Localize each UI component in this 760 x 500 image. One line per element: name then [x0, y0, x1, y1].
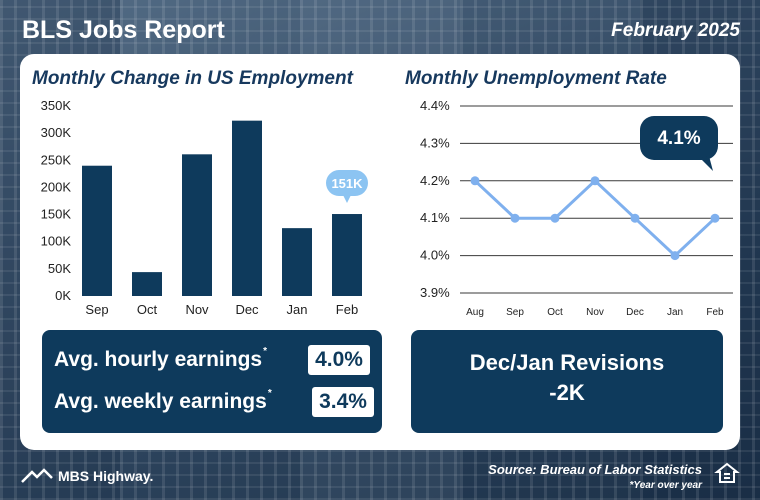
employment-bar	[332, 214, 362, 296]
unemployment-chart-title: Monthly Unemployment Rate	[405, 68, 667, 89]
employment-bar	[232, 120, 262, 297]
x-tick-label: Dec	[235, 302, 259, 317]
y-tick-label: 150K	[41, 207, 72, 222]
callout-pointer	[700, 156, 713, 171]
x-tick-label: Oct	[137, 302, 158, 317]
unemployment-line-chart: 3.9% 4.0% 4.1% 4.2% 4.3% 4.4% Aug Sep Oct Nov Dec J…	[420, 98, 733, 318]
x-tick-label: Oct	[547, 307, 563, 318]
report-title: BLS Jobs Report	[22, 16, 225, 44]
hourly-earnings-row: Avg. hourly earnings*	[54, 344, 267, 376]
unemployment-point	[630, 213, 640, 223]
x-tick-label: Nov	[586, 307, 604, 318]
x-tick-label: Feb	[336, 302, 358, 317]
revisions-panel: Dec/Jan Revisions -2K	[411, 330, 723, 433]
x-tick-label: Sep	[506, 307, 524, 318]
unemployment-point	[470, 176, 480, 186]
unemployment-callout: 4.1%	[640, 116, 718, 171]
y-tick-label: 200K	[41, 179, 72, 194]
y-tick-label: 3.9%	[420, 285, 450, 300]
y-tick-label: 350K	[41, 98, 72, 113]
weekly-earnings-label: Avg. weekly earnings*	[54, 388, 272, 413]
y-tick-label: 100K	[41, 234, 72, 249]
weekly-earnings-value: 3.4%	[312, 387, 374, 417]
employment-callout: 151K	[326, 170, 368, 204]
y-tick-label: 4.0%	[420, 248, 450, 263]
revisions-value: -2K	[549, 380, 585, 405]
earnings-panel: Avg. hourly earnings* 4.0% Avg. weekly e…	[42, 330, 382, 433]
brand-name: MBS Highway.	[58, 468, 154, 484]
unemployment-point	[710, 213, 720, 223]
employment-bar	[182, 154, 212, 296]
weekly-earnings-row: Avg. weekly earnings*	[54, 386, 272, 418]
employment-chart-title: Monthly Change in US Employment	[32, 68, 353, 89]
hourly-earnings-value: 4.0%	[308, 345, 370, 375]
x-tick-label: Aug	[466, 307, 484, 318]
revisions-title: Dec/Jan Revisions	[469, 350, 665, 375]
callout-bubble	[640, 116, 718, 160]
report-card: Monthly Change in US Employment Monthly …	[20, 54, 740, 450]
employment-callout-label: 151K	[331, 176, 363, 191]
y-tick-label: 300K	[41, 125, 72, 140]
source-note: Source: Bureau of Labor Statistics	[488, 462, 702, 477]
brand-mark-icon	[21, 468, 53, 483]
hourly-earnings-label: Avg. hourly earnings*	[54, 346, 267, 371]
y-tick-label: 0K	[55, 288, 71, 303]
unemployment-point	[510, 213, 520, 223]
employment-bar	[82, 165, 112, 296]
report-date: February 2025	[611, 20, 740, 41]
y-tick-label: 4.3%	[420, 135, 450, 150]
y-tick-label: 50K	[48, 261, 71, 276]
unemployment-callout-label: 4.1%	[657, 128, 700, 149]
y-tick-label: 250K	[41, 152, 72, 167]
x-tick-label: Nov	[185, 302, 209, 317]
x-tick-label: Dec	[626, 307, 644, 318]
brand-logo: MBS Highway.	[21, 468, 154, 484]
employment-bar-chart: 0K 50K 100K 150K 200K 250K 300K 350K Sep Oct Nov De…	[41, 98, 368, 317]
y-tick-label: 4.2%	[420, 173, 450, 188]
callout-pointer	[343, 195, 351, 204]
equal-housing-icon	[714, 462, 740, 483]
x-tick-label: Jan	[667, 307, 683, 318]
unemployment-point	[550, 213, 560, 223]
x-tick-label: Jan	[287, 302, 308, 317]
x-tick-label: Sep	[85, 302, 108, 317]
y-tick-label: 4.1%	[420, 210, 450, 225]
unemployment-point	[590, 176, 600, 186]
callout-bubble	[326, 170, 368, 197]
footnote: *Year over year	[629, 480, 702, 491]
unemployment-point	[670, 251, 680, 261]
employment-bar	[282, 228, 312, 296]
x-tick-label: Feb	[706, 307, 724, 318]
y-tick-label: 4.4%	[420, 98, 450, 113]
employment-bar	[132, 272, 162, 296]
